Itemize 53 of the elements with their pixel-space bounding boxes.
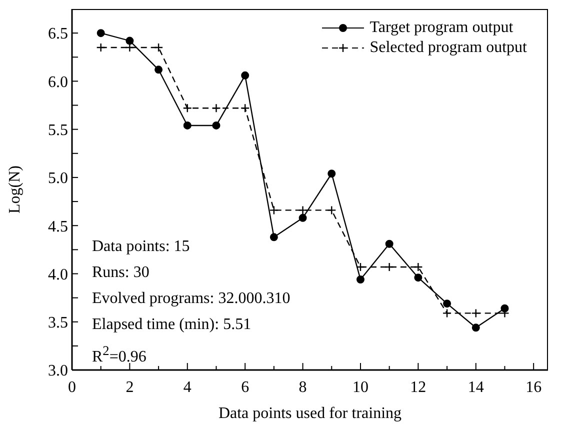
y-tick-label: 3.0 <box>48 362 68 380</box>
point <box>328 170 336 178</box>
x-tick-label: 10 <box>352 379 368 396</box>
point <box>269 206 279 215</box>
x-tick-label: 2 <box>126 379 134 396</box>
y-tick-label: 6.0 <box>48 74 68 91</box>
point <box>442 308 452 318</box>
x-tick-label: 8 <box>298 379 307 396</box>
point <box>472 324 480 332</box>
point <box>298 206 308 215</box>
y-tick-label: 5.0 <box>48 170 68 188</box>
point <box>414 274 422 282</box>
x-tick-label: 14 <box>468 379 484 396</box>
point <box>182 104 192 113</box>
annotation: Elapsed time (min): 5.51 <box>92 315 252 335</box>
point <box>327 206 336 215</box>
x-tick-label: 12 <box>410 379 426 396</box>
point <box>154 66 163 74</box>
point <box>443 300 452 308</box>
x-tick-label: 4 <box>183 379 192 396</box>
point <box>126 36 134 45</box>
point <box>240 104 250 113</box>
annotation: R$^{2}$=0.96 <box>92 342 148 368</box>
point <box>241 71 250 80</box>
point <box>270 233 278 242</box>
annotation: Data points: 15 <box>92 237 191 257</box>
x-axis-title: Data points used for training <box>218 405 402 422</box>
x-tick-label: 6 <box>241 379 250 396</box>
x-tick-label: 0 <box>68 379 76 396</box>
point <box>385 240 394 248</box>
point <box>154 42 164 52</box>
point <box>356 276 364 284</box>
y-tick-label: 4.5 <box>48 218 68 236</box>
y-axis-title: Log(N) <box>6 166 24 214</box>
y-tick-label: 4.0 <box>48 266 68 284</box>
legend-label: Target program output <box>370 18 514 38</box>
point <box>212 104 221 113</box>
point <box>471 308 480 318</box>
point <box>212 121 220 130</box>
point <box>356 262 366 272</box>
legend-label: Selected program output <box>370 38 527 58</box>
point <box>384 262 394 272</box>
point <box>414 262 423 272</box>
y-tick-label: 5.5 <box>48 122 68 140</box>
y-tick-label: 3.5 <box>48 314 68 332</box>
y-tick-label: 6.5 <box>48 26 68 43</box>
annotation: Runs: 30 <box>92 263 150 283</box>
point <box>183 121 192 130</box>
point <box>96 29 105 38</box>
x-tick-label: 16 <box>526 379 542 396</box>
annotation: Evolved programs: 32.000.310 <box>92 289 290 309</box>
point <box>96 42 106 52</box>
point <box>298 214 307 222</box>
